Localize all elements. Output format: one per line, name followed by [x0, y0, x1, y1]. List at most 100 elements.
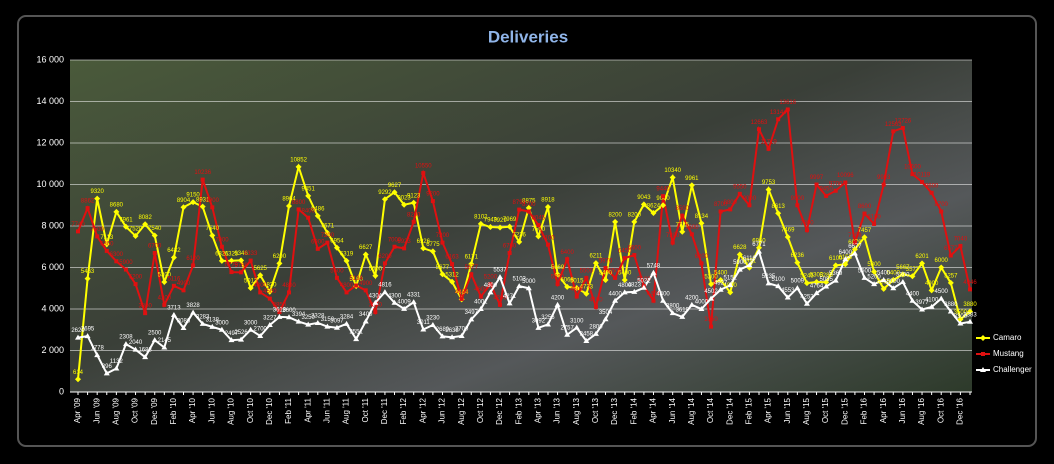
data-label: 5151 [724, 276, 738, 282]
x-tick-label: Feb '12 [399, 397, 408, 424]
data-label: 8600 [858, 204, 872, 210]
data-label: 7929 [493, 218, 507, 224]
data-label: 5369 [829, 271, 843, 277]
marker [852, 240, 857, 245]
data-label: 7725 [676, 222, 690, 228]
marker [258, 290, 263, 295]
marker [450, 262, 455, 267]
data-label: 6400 [839, 250, 853, 256]
marker [209, 323, 216, 329]
data-label: 4502 [704, 289, 718, 295]
marker [813, 278, 820, 285]
data-label: 12663 [751, 120, 768, 126]
marker [247, 326, 254, 332]
marker [353, 336, 360, 342]
data-label: 6600 [628, 246, 642, 252]
marker [210, 205, 215, 210]
data-label: 3383 [963, 312, 977, 318]
data-label: 2551 [349, 330, 363, 336]
data-label: 4200 [685, 295, 699, 301]
marker [133, 282, 138, 287]
marker [239, 270, 244, 275]
marker [181, 288, 186, 293]
data-label: 4200 [551, 295, 565, 301]
marker [477, 220, 484, 227]
marker [113, 208, 120, 215]
data-label: 6577 [944, 246, 958, 252]
data-label: 7740 [71, 222, 85, 228]
data-label: 5100 [771, 277, 785, 283]
x-tick-label: Dec '13 [610, 397, 619, 424]
data-label: 4800 [618, 283, 632, 289]
marker [650, 269, 657, 275]
data-label: 5991 [743, 258, 757, 264]
data-label: 5015 [570, 279, 584, 285]
x-tick-label: Oct '13 [591, 397, 600, 423]
series-line [77, 107, 971, 327]
data-label: 8624 [647, 204, 661, 210]
data-label: 4464 [455, 290, 469, 296]
marker [420, 245, 427, 252]
marker [85, 206, 90, 211]
data-label: 7500 [532, 227, 546, 233]
marker [967, 308, 973, 315]
data-label: 3250 [302, 315, 316, 321]
marker [218, 257, 225, 264]
y-tick-label: 8 000 [41, 220, 64, 230]
marker [736, 251, 743, 258]
data-label: 5200 [704, 275, 718, 281]
data-label: 13144 [770, 110, 787, 116]
data-label: 4900 [177, 281, 191, 287]
data-label: 3800 [666, 304, 680, 310]
data-label: 3150 [704, 317, 718, 323]
data-label: 3000 [244, 320, 258, 326]
data-label: 5257 [944, 273, 958, 279]
data-label: 7236 [513, 232, 527, 238]
marker [94, 352, 101, 358]
marker [305, 321, 312, 327]
marker [755, 244, 762, 251]
y-tick-label: 2 000 [41, 345, 64, 355]
data-label: 9440 [656, 187, 670, 193]
data-label: 7000 [215, 237, 229, 243]
data-label: 6200 [695, 254, 709, 260]
marker [794, 259, 801, 266]
marker [410, 299, 417, 305]
marker [343, 320, 350, 326]
marker [478, 294, 483, 299]
data-label: 8700 [935, 202, 949, 208]
marker [516, 238, 523, 245]
marker [152, 250, 157, 255]
marker [266, 322, 273, 328]
marker [525, 285, 532, 291]
marker [814, 182, 819, 187]
data-label: 5100 [349, 277, 363, 283]
marker [381, 196, 388, 203]
marker [429, 321, 436, 327]
data-label: 6211 [589, 254, 603, 260]
marker [698, 306, 705, 311]
marker [162, 302, 167, 307]
data-label: 7961 [119, 217, 133, 223]
marker [823, 283, 830, 289]
data-label: 3850 [369, 303, 383, 309]
data-label: 3230 [426, 316, 440, 322]
x-tick-label: Dec '09 [150, 397, 159, 424]
marker [631, 218, 638, 225]
data-label: 5779 [225, 263, 239, 269]
data-label: 4400 [656, 291, 670, 297]
data-label: 3138 [206, 317, 220, 323]
data-label: 5748 [647, 263, 661, 269]
marker [948, 253, 953, 258]
marker [785, 107, 790, 112]
data-label: 3828 [186, 303, 200, 309]
data-label: 5677 [465, 265, 479, 271]
marker [736, 266, 743, 272]
data-label: 6110 [743, 256, 757, 262]
marker [257, 332, 264, 338]
marker [324, 323, 331, 329]
data-label: 4485 [455, 290, 469, 296]
data-label: 10119 [914, 173, 931, 179]
data-label: 9627 [388, 183, 402, 189]
marker [103, 370, 110, 376]
